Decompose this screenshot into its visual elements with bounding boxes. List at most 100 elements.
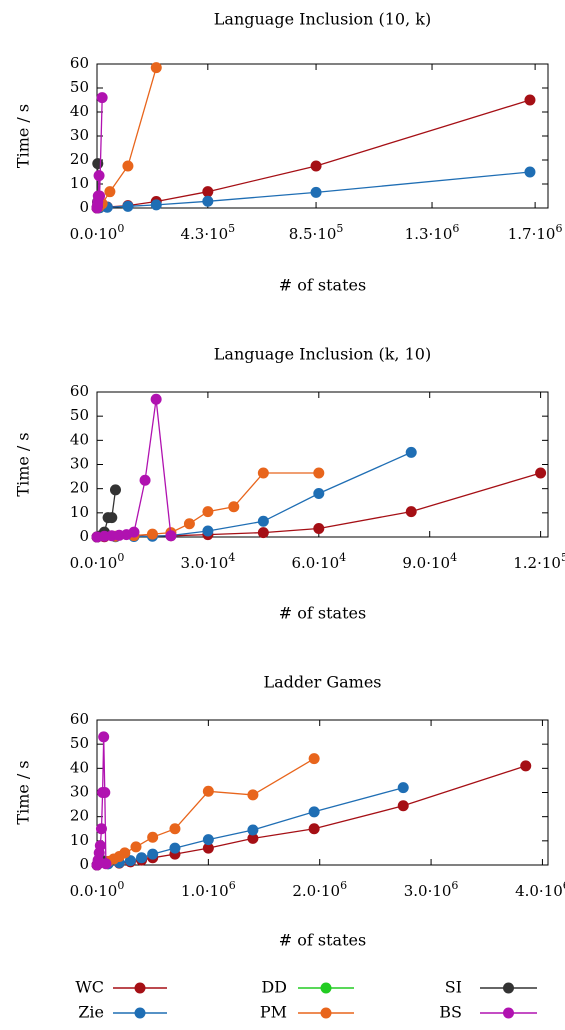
series-bs <box>91 92 108 214</box>
legend-item-pm: PM <box>260 1003 354 1022</box>
x-tick-exponent: 6 <box>452 222 459 235</box>
legend-marker <box>320 1007 332 1019</box>
x-tick-label: 3.0·106 <box>404 879 459 900</box>
data-point <box>104 186 116 198</box>
data-point <box>535 467 547 479</box>
legend-item-bs: BS <box>439 1003 537 1022</box>
data-point <box>202 842 214 854</box>
data-point <box>136 852 148 864</box>
legend: WC DD SI Zie PM BS <box>75 978 537 1022</box>
y-tick-label: 20 <box>70 150 89 168</box>
data-point <box>257 527 269 539</box>
x-tick-exponent: 6 <box>555 222 562 235</box>
y-tick-label: 30 <box>70 783 89 801</box>
data-point <box>313 488 325 499</box>
data-point <box>124 855 136 867</box>
data-point <box>150 199 162 211</box>
y-tick-label: 40 <box>70 102 89 120</box>
x-tick-exponent: 0 <box>117 879 124 892</box>
x-tick-label: 2.0·106 <box>292 879 347 900</box>
legend-label: SI <box>445 978 462 997</box>
x-tick-mantissa: 1.2 <box>513 554 537 572</box>
legend-marker <box>320 982 332 994</box>
data-point <box>257 515 269 527</box>
series-zie <box>91 446 417 543</box>
data-point <box>169 823 181 835</box>
plot-frame <box>96 63 549 209</box>
data-point <box>169 842 181 854</box>
data-point <box>310 160 322 172</box>
data-point <box>524 166 536 178</box>
legend-marker <box>503 1007 514 1019</box>
x-tick-exponent: 6 <box>340 879 347 892</box>
data-point <box>202 186 214 198</box>
legend-item-wc: WC <box>75 978 167 997</box>
x-tick-label: 0.0·100 <box>70 879 125 900</box>
data-point <box>202 525 214 537</box>
data-point <box>308 823 320 835</box>
data-point <box>109 484 121 496</box>
data-point <box>130 841 142 853</box>
series-zie <box>91 166 536 214</box>
data-point <box>183 518 195 530</box>
data-point <box>202 785 214 797</box>
plot-frame <box>96 719 549 866</box>
x-tick-label: 4.3·105 <box>180 222 235 243</box>
data-point <box>147 848 159 860</box>
data-point <box>147 831 159 843</box>
plot-frame <box>96 391 549 538</box>
legend-marker <box>134 1007 146 1019</box>
x-axis-label: # of states <box>279 604 366 623</box>
series-line <box>96 67 157 209</box>
data-point <box>93 170 105 182</box>
legend-marker <box>134 982 146 994</box>
data-point <box>202 195 214 207</box>
x-tick-exponent: 5 <box>561 551 565 564</box>
x-tick-label: 0.0·100 <box>70 222 125 243</box>
data-point <box>247 824 259 836</box>
y-tick-label: 60 <box>70 382 89 400</box>
legend-item-zie: Zie <box>78 1003 167 1022</box>
x-tick-exponent: 4 <box>450 551 457 564</box>
data-point <box>405 446 417 458</box>
y-tick-label: 20 <box>70 807 89 825</box>
data-point <box>122 160 134 172</box>
data-point <box>100 858 112 870</box>
x-tick-label: 8.5·105 <box>289 222 344 243</box>
y-axis-label: Time / s <box>14 760 33 824</box>
y-tick-label: 20 <box>70 479 89 497</box>
x-tick-exponent: 6 <box>563 879 565 892</box>
y-tick-label: 10 <box>70 831 89 849</box>
x-tick-label: 1.2·105 <box>513 551 565 572</box>
x-tick-times: ·10 <box>313 225 337 243</box>
y-axis-label: Time / s <box>14 432 33 496</box>
data-point <box>106 512 118 524</box>
y-tick-label: 60 <box>70 54 89 72</box>
x-tick-exponent: 6 <box>451 879 458 892</box>
data-point <box>247 789 259 801</box>
y-tick-label: 0 <box>79 855 89 873</box>
y-tick-label: 0 <box>79 198 89 216</box>
legend-label: DD <box>261 978 287 997</box>
x-tick-mantissa: 4.3 <box>180 225 204 243</box>
x-tick-label: 1.3·106 <box>405 222 460 243</box>
legend-marker <box>503 982 514 994</box>
x-tick-times: ·10 <box>94 554 118 572</box>
x-tick-exponent: 6 <box>229 879 236 892</box>
x-tick-exponent: 0 <box>117 551 124 564</box>
x-tick-times: ·10 <box>94 225 118 243</box>
series-pm <box>91 62 162 214</box>
y-tick-label: 50 <box>70 406 89 424</box>
data-point <box>524 94 536 106</box>
y-tick-label: 10 <box>70 174 89 192</box>
data-point <box>94 190 106 202</box>
data-point <box>150 393 162 405</box>
data-point <box>122 200 134 212</box>
legend-label: Zie <box>78 1003 104 1022</box>
data-point <box>92 158 104 170</box>
series-bs <box>91 731 112 871</box>
x-tick-times: ·10 <box>205 882 229 900</box>
legend-label: BS <box>439 1003 462 1022</box>
series-bs <box>91 393 177 543</box>
x-tick-mantissa: 0.0 <box>70 554 94 572</box>
